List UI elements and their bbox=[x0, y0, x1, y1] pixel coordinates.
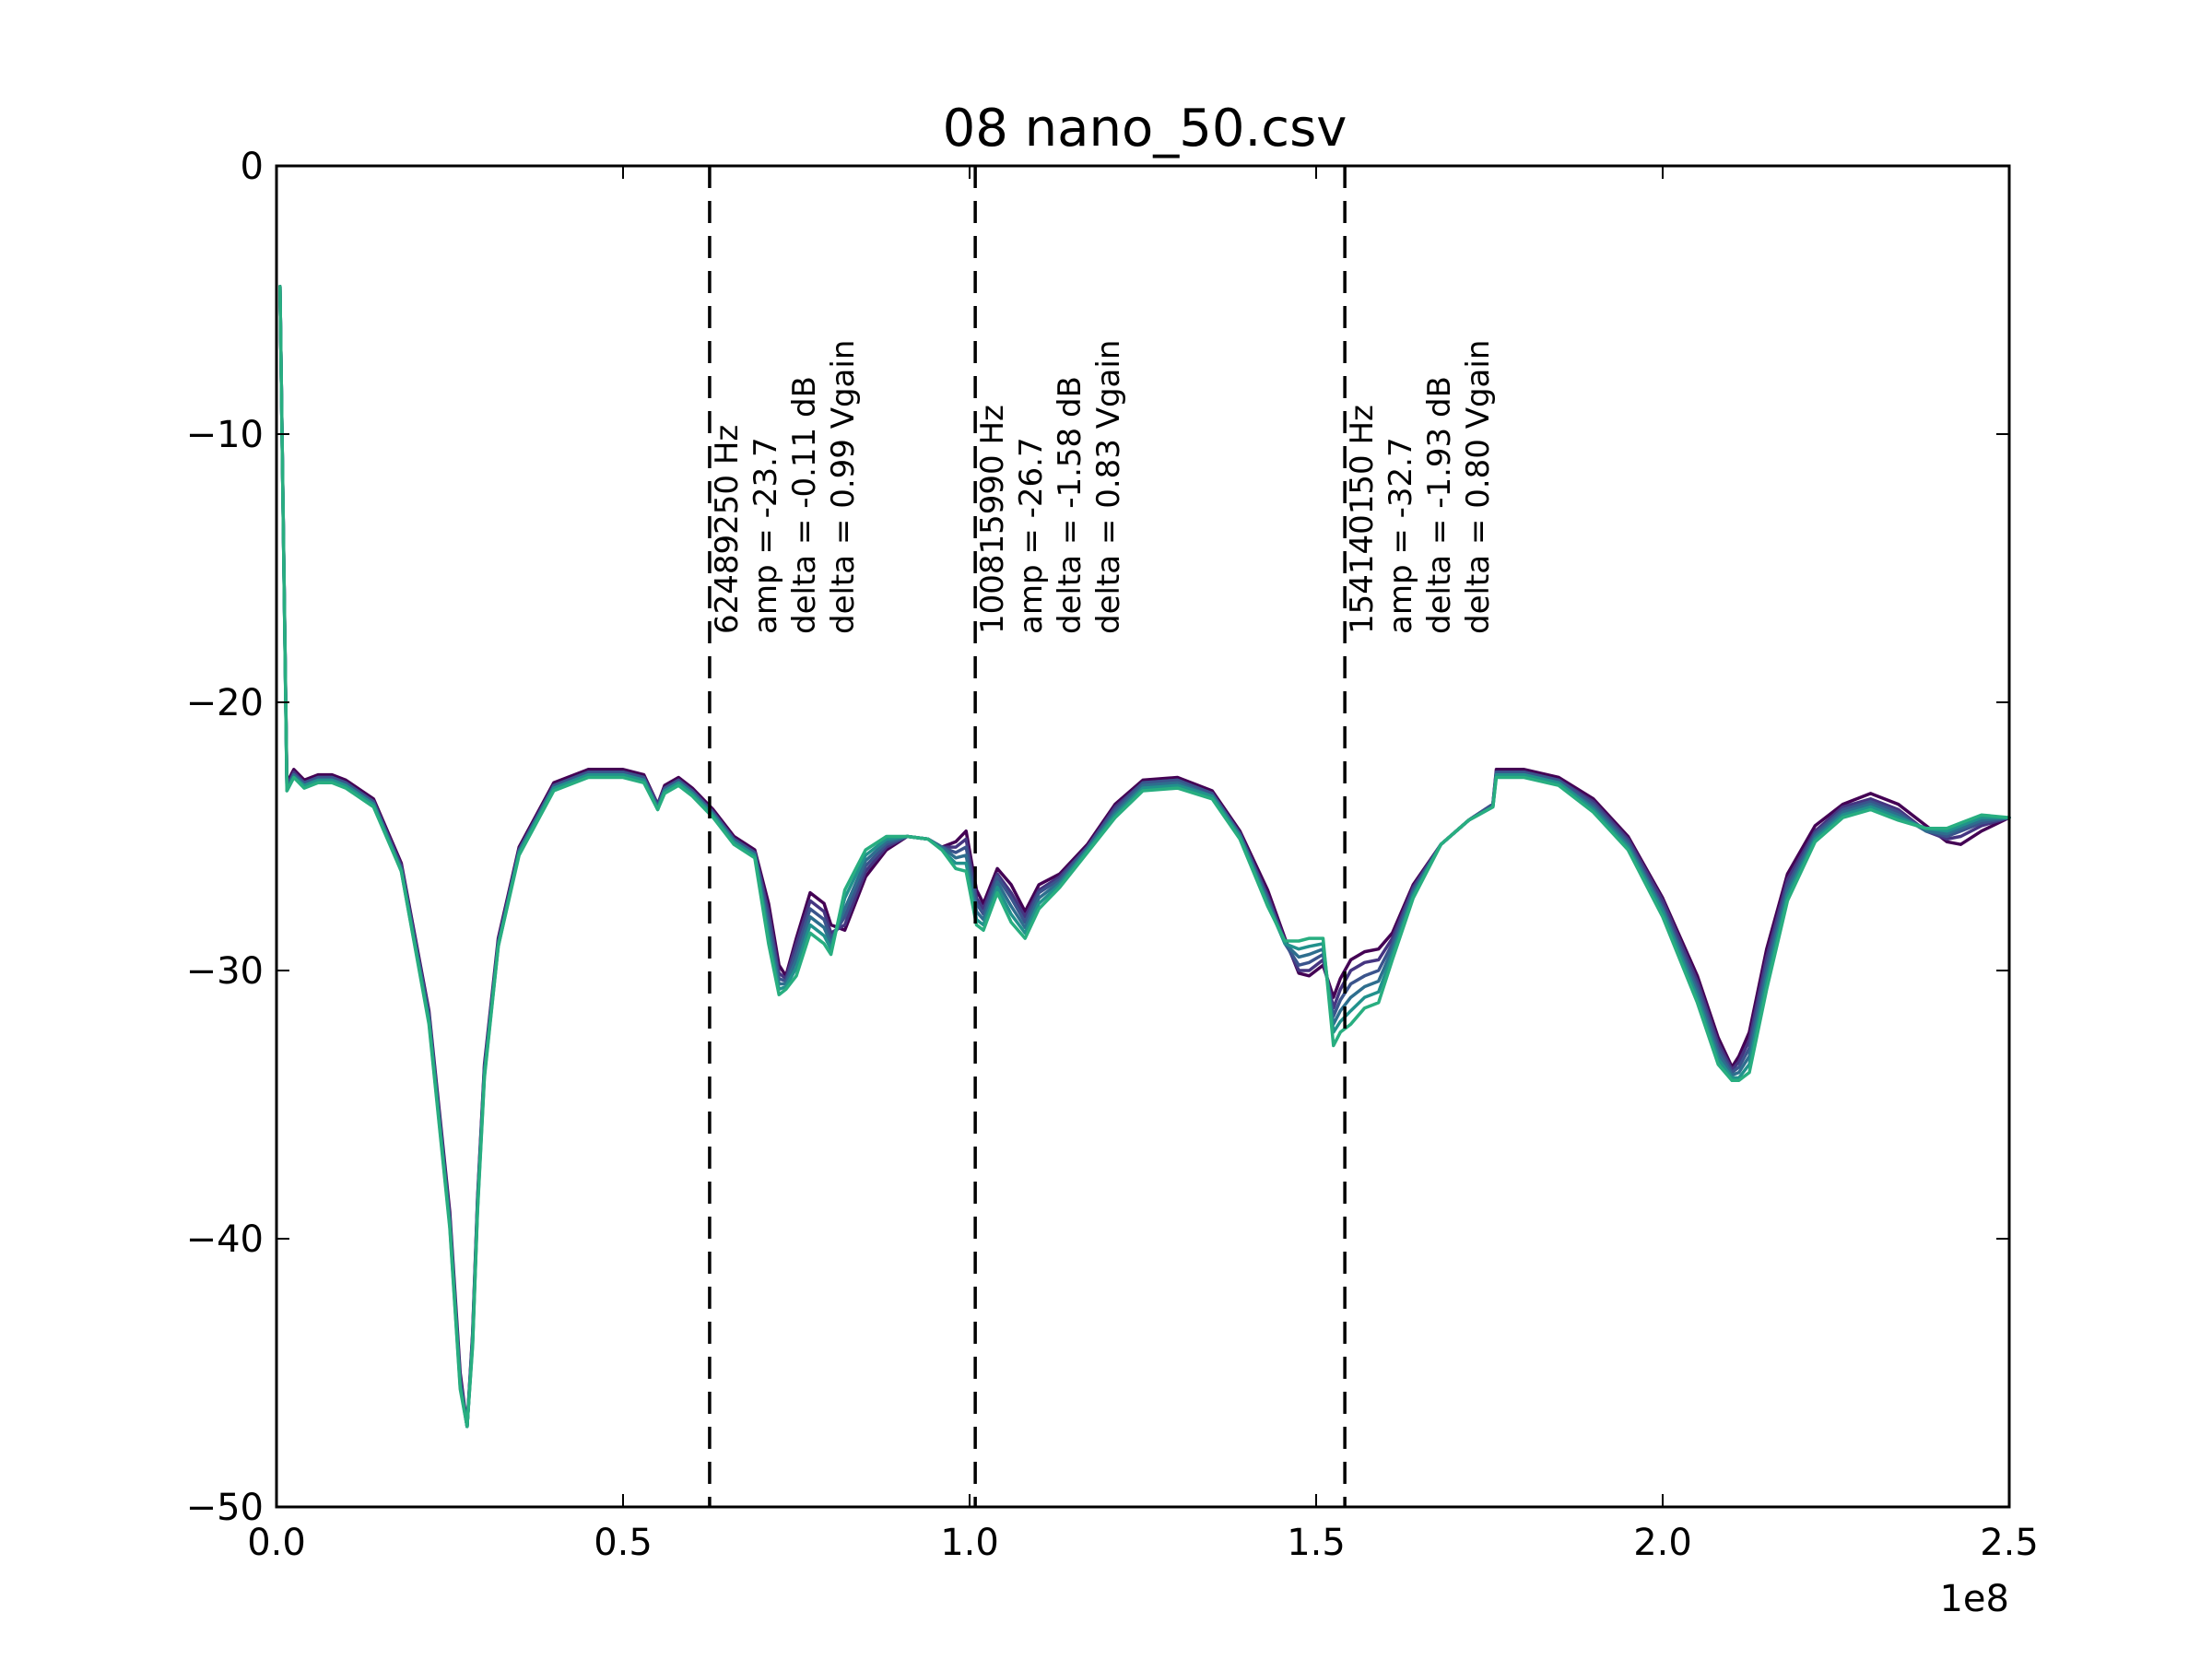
x-offset-label: 1e8 bbox=[1939, 1578, 2009, 1620]
series-line-3 bbox=[278, 285, 2011, 1429]
x-tick-label: 1.0 bbox=[940, 1522, 999, 1564]
y-tick-label: 0 bbox=[241, 146, 264, 188]
marker-annotation-3-2: amp = -32.7 bbox=[1382, 437, 1419, 634]
x-tick-label: 1.5 bbox=[1287, 1522, 1346, 1564]
y-tick-label: −40 bbox=[186, 1218, 264, 1261]
marker-annotation-1-2: amp = -23.7 bbox=[747, 437, 784, 634]
marker-annotation-2-1: 100815990 Hz bbox=[974, 405, 1011, 634]
x-tick-label: 2.0 bbox=[1633, 1522, 1692, 1564]
marker-annotation-3-4: delta = 0.80 Vgain bbox=[1460, 340, 1497, 634]
marker-annotation-2-4: delta = 0.83 Vgain bbox=[1090, 340, 1127, 634]
series-line-5 bbox=[278, 285, 2011, 1429]
y-tick-label: −20 bbox=[186, 682, 264, 724]
marker-annotation-2-3: delta = -1.58 dB bbox=[1052, 376, 1088, 634]
series-line-6 bbox=[278, 285, 2011, 1429]
y-tick-label: −50 bbox=[186, 1487, 264, 1529]
marker-layer: 62489250 Hz amp = -23.7 delta = -0.11 dB de… bbox=[708, 166, 1497, 1507]
marker-annotation-1-1: 62489250 Hz bbox=[709, 425, 746, 634]
y-tick-label: −30 bbox=[186, 950, 264, 993]
chart-title: 08 nano_50.csv bbox=[943, 99, 1347, 159]
plot-frame bbox=[275, 164, 2011, 1509]
marker-annotation-3-3: delta = -1.93 dB bbox=[1421, 376, 1458, 634]
x-tick-label: 0.0 bbox=[247, 1522, 306, 1564]
series-line-1 bbox=[278, 285, 2011, 1429]
marker-annotation-1-4: delta = 0.99 Vgain bbox=[825, 340, 862, 634]
series-line-2 bbox=[278, 285, 2011, 1429]
marker-annotation-1-3: delta = -0.11 dB bbox=[786, 376, 823, 634]
marker-annotation-3-1: 154140150 Hz bbox=[1344, 405, 1381, 634]
y-tick-label: −10 bbox=[186, 414, 264, 456]
marker-annotation-2-2: amp = -26.7 bbox=[1013, 437, 1050, 634]
series-line-4 bbox=[278, 285, 2011, 1429]
x-tick-label: 2.5 bbox=[1980, 1522, 2039, 1564]
x-tick-label: 0.5 bbox=[594, 1522, 653, 1564]
series-layer bbox=[278, 285, 2011, 1429]
tick-layer: 0.0 0.5 1.0 1.5 2.0 2.5 0 −10 −20 −30 −40 −50 bbox=[186, 146, 2039, 1564]
